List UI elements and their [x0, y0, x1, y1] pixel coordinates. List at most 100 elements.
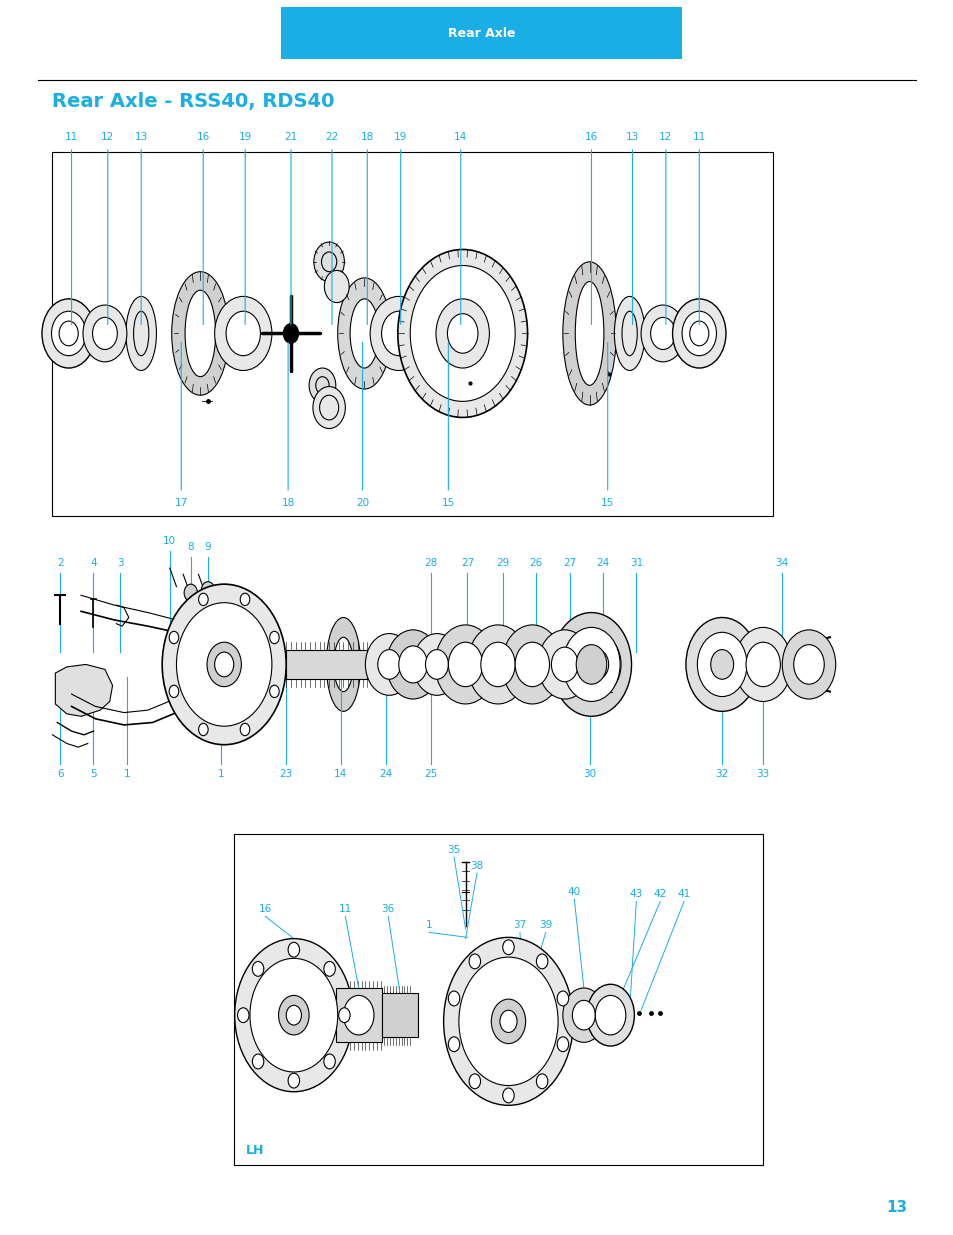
Ellipse shape	[614, 296, 644, 370]
Circle shape	[176, 603, 272, 726]
Text: 11: 11	[692, 132, 705, 142]
Circle shape	[240, 593, 250, 605]
Circle shape	[515, 642, 549, 687]
Circle shape	[198, 724, 208, 736]
Text: 32: 32	[715, 769, 728, 779]
Ellipse shape	[575, 282, 603, 385]
Circle shape	[323, 1053, 335, 1068]
Text: 34: 34	[775, 558, 788, 568]
Text: 22: 22	[325, 132, 338, 142]
Text: 15: 15	[441, 498, 455, 508]
Ellipse shape	[172, 272, 229, 395]
Circle shape	[226, 311, 260, 356]
Circle shape	[710, 650, 733, 679]
Circle shape	[781, 630, 835, 699]
Circle shape	[536, 1074, 547, 1089]
Circle shape	[42, 299, 95, 368]
Circle shape	[338, 1008, 350, 1023]
Bar	[281, 7, 681, 59]
Circle shape	[640, 305, 684, 362]
Circle shape	[314, 242, 344, 282]
Circle shape	[499, 1010, 517, 1032]
Circle shape	[288, 1073, 299, 1088]
Circle shape	[425, 650, 448, 679]
Text: 16: 16	[258, 904, 272, 914]
Circle shape	[377, 650, 400, 679]
Text: 9: 9	[205, 542, 211, 552]
Text: 37: 37	[513, 920, 526, 930]
Circle shape	[184, 584, 197, 601]
Text: 15: 15	[600, 498, 614, 508]
Text: 31: 31	[629, 558, 642, 568]
Circle shape	[448, 642, 482, 687]
Circle shape	[562, 627, 619, 701]
Circle shape	[467, 625, 528, 704]
Circle shape	[288, 942, 299, 957]
Circle shape	[92, 317, 117, 350]
Circle shape	[745, 642, 780, 687]
Text: 43: 43	[629, 889, 642, 899]
Text: 25: 25	[424, 769, 437, 779]
Text: 12: 12	[659, 132, 672, 142]
Text: 28: 28	[424, 558, 437, 568]
Circle shape	[585, 650, 608, 679]
Circle shape	[557, 1037, 568, 1052]
Text: 2: 2	[57, 558, 63, 568]
Text: 5: 5	[91, 769, 96, 779]
Circle shape	[240, 724, 250, 736]
Text: 20: 20	[355, 498, 369, 508]
Circle shape	[397, 249, 527, 417]
Text: 17: 17	[174, 498, 188, 508]
Ellipse shape	[185, 290, 215, 377]
Text: 8: 8	[188, 542, 193, 552]
Circle shape	[586, 984, 634, 1046]
Circle shape	[398, 646, 427, 683]
Ellipse shape	[334, 637, 353, 692]
Circle shape	[672, 299, 725, 368]
Circle shape	[448, 990, 459, 1005]
Circle shape	[410, 266, 515, 401]
Ellipse shape	[126, 296, 156, 370]
Circle shape	[324, 270, 349, 303]
Circle shape	[502, 940, 514, 955]
Circle shape	[386, 630, 439, 699]
Circle shape	[214, 296, 272, 370]
Text: 13: 13	[625, 132, 639, 142]
Text: 4: 4	[91, 558, 96, 568]
Ellipse shape	[326, 618, 360, 711]
Ellipse shape	[337, 278, 391, 389]
Circle shape	[370, 296, 427, 370]
Circle shape	[469, 953, 480, 968]
Text: 41: 41	[677, 889, 690, 899]
Circle shape	[253, 962, 264, 977]
Text: 21: 21	[284, 132, 297, 142]
Text: 29: 29	[496, 558, 509, 568]
Text: LH: LH	[246, 1144, 264, 1157]
Circle shape	[278, 995, 309, 1035]
Circle shape	[162, 584, 286, 745]
Bar	[335, 988, 381, 1042]
Circle shape	[237, 1008, 249, 1023]
Circle shape	[51, 311, 86, 356]
Text: 27: 27	[460, 558, 474, 568]
Circle shape	[343, 995, 374, 1035]
Text: 16: 16	[584, 132, 598, 142]
Text: 33: 33	[756, 769, 769, 779]
Text: 14: 14	[454, 132, 467, 142]
Text: 1: 1	[218, 769, 224, 779]
Circle shape	[697, 632, 746, 697]
Ellipse shape	[350, 299, 378, 368]
Text: 12: 12	[101, 132, 114, 142]
Circle shape	[413, 634, 460, 695]
Text: 6: 6	[57, 769, 63, 779]
Circle shape	[480, 642, 515, 687]
Text: 39: 39	[538, 920, 552, 930]
Bar	[286, 650, 367, 679]
Ellipse shape	[562, 262, 616, 405]
Circle shape	[793, 645, 823, 684]
Text: 18: 18	[360, 132, 374, 142]
Circle shape	[551, 613, 631, 716]
Text: 19: 19	[394, 132, 407, 142]
Text: 11: 11	[65, 132, 78, 142]
Text: 24: 24	[379, 769, 393, 779]
